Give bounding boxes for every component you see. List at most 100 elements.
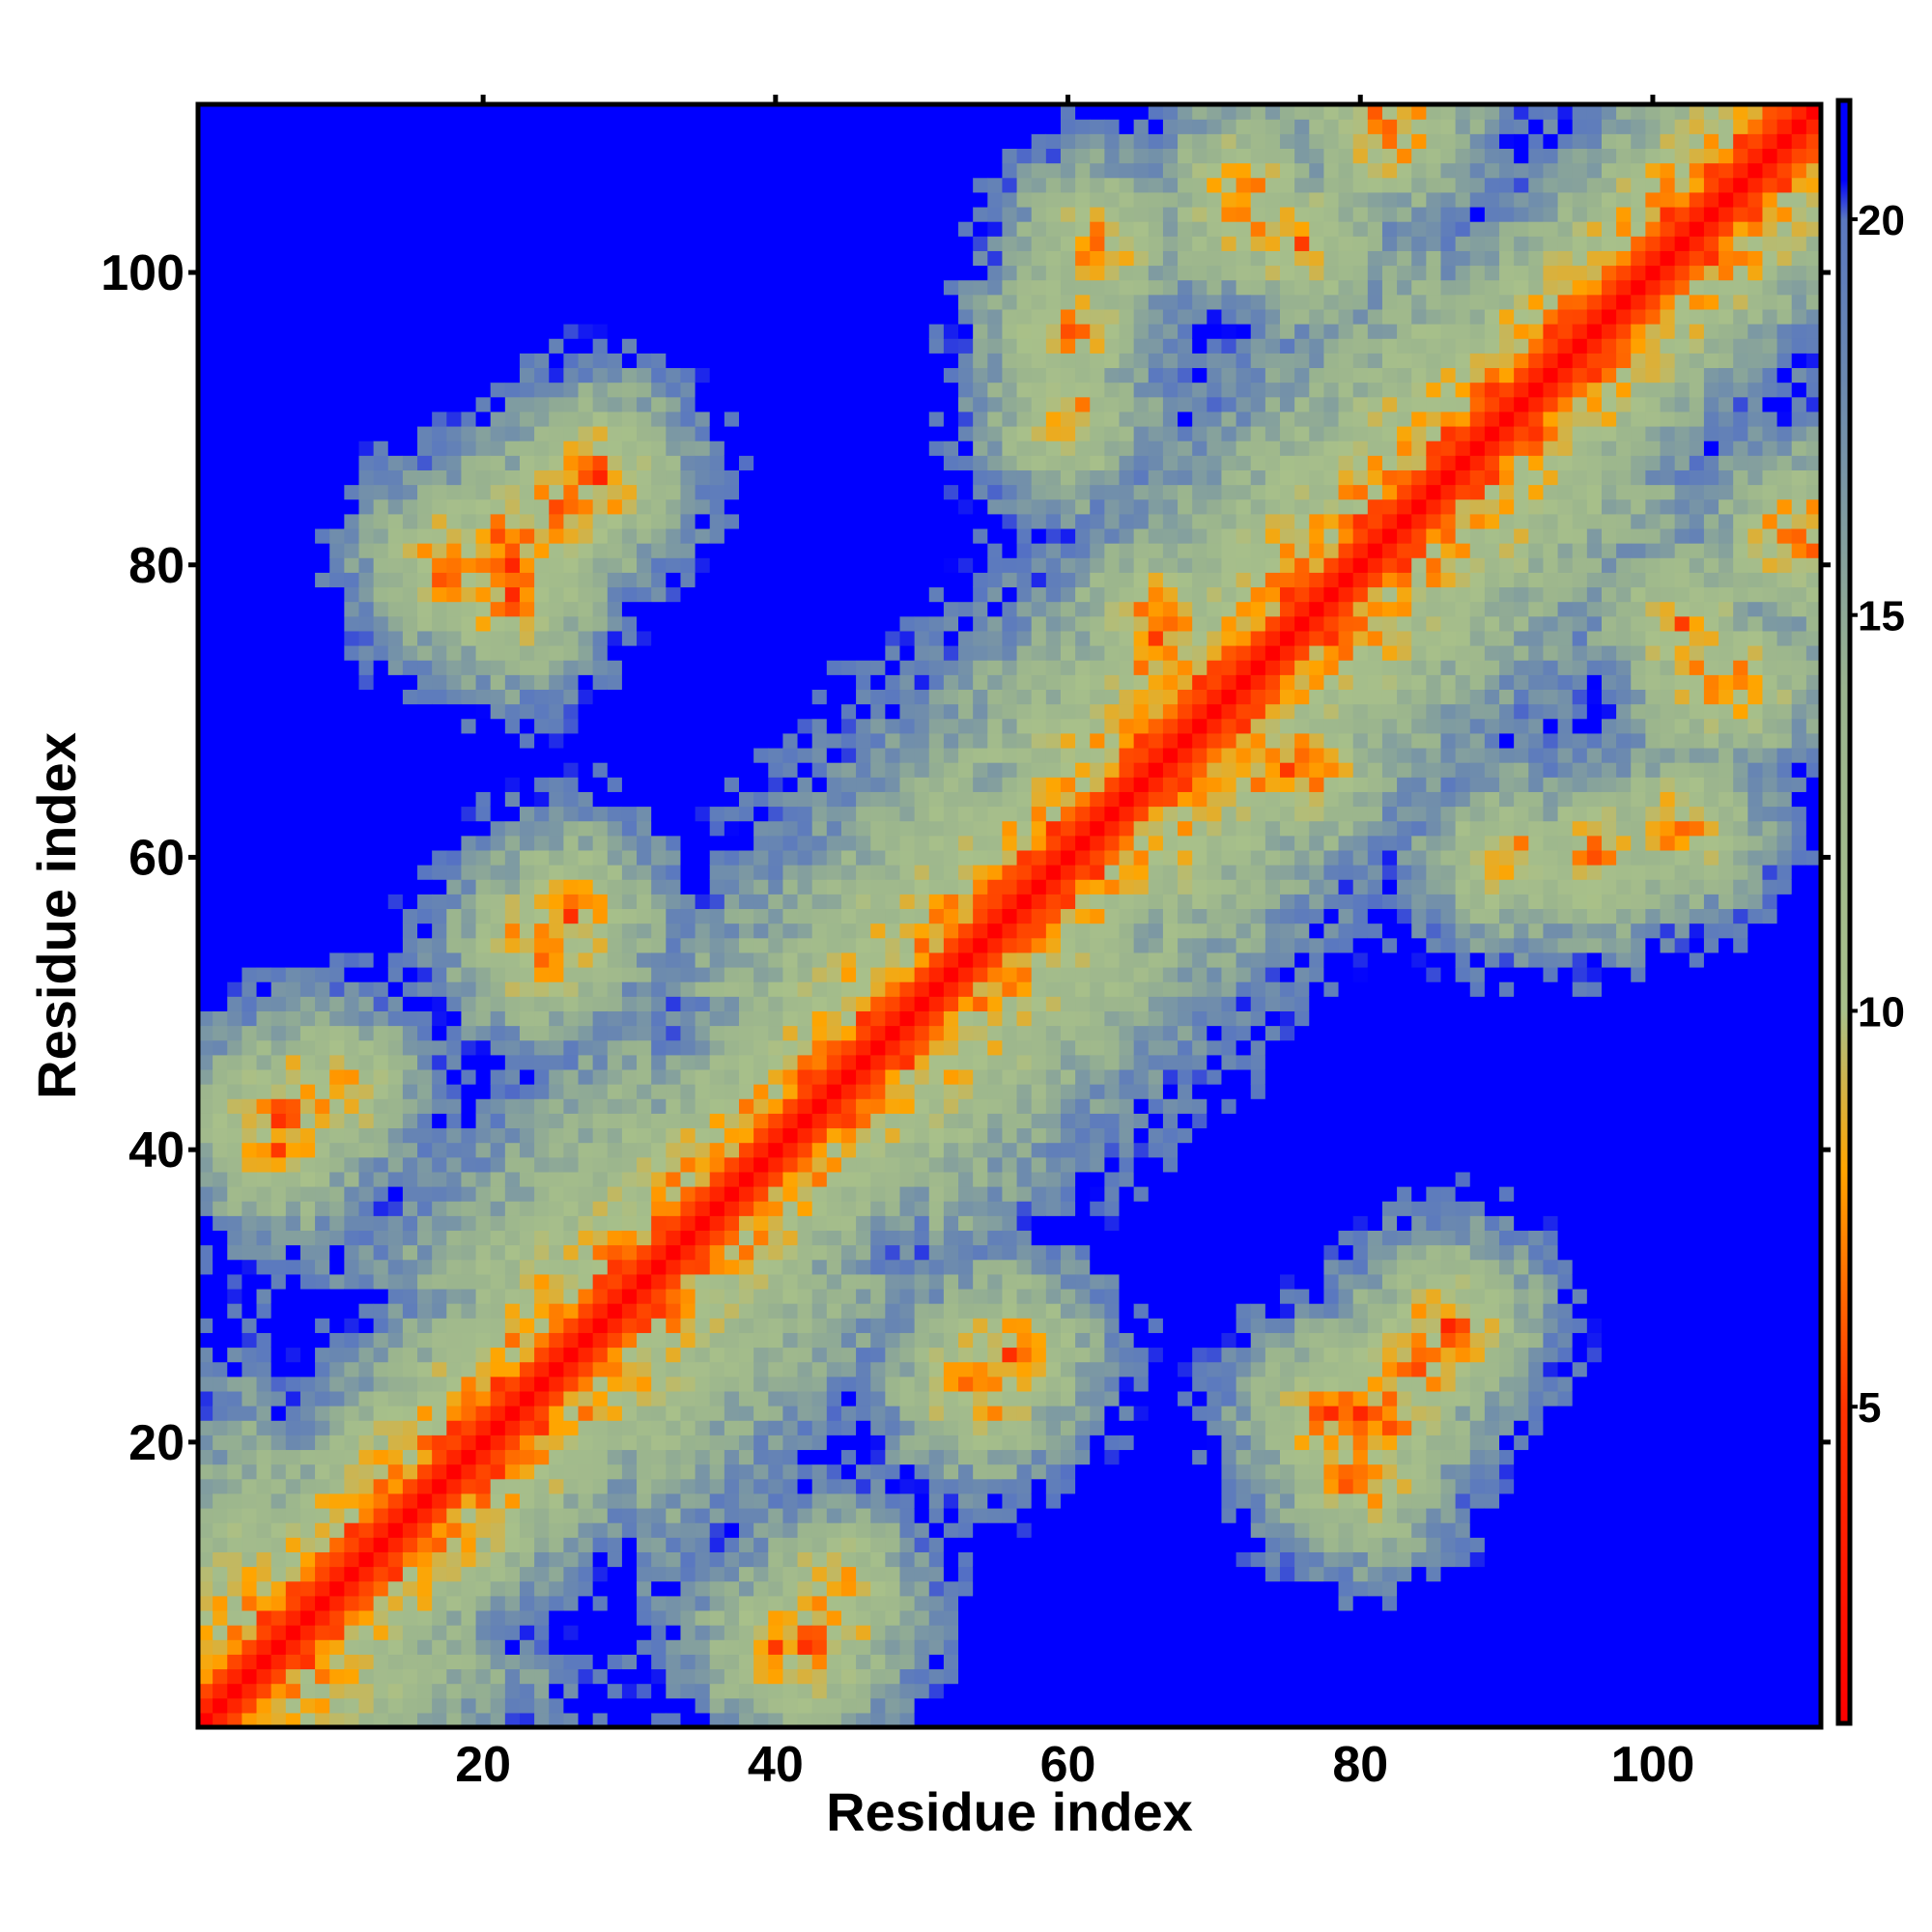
heatmap-cell <box>666 981 682 997</box>
heatmap-cell <box>475 250 492 267</box>
heatmap-cell <box>519 543 535 558</box>
heatmap-cell <box>563 382 580 398</box>
heatmap-cell <box>227 732 243 749</box>
heatmap-cell <box>504 1039 521 1056</box>
heatmap-cell <box>475 1625 492 1640</box>
heatmap-cell <box>695 1332 711 1349</box>
heatmap-cell <box>344 1098 360 1114</box>
heatmap-cell <box>695 1113 711 1129</box>
heatmap-cell <box>446 279 463 296</box>
heatmap-cell <box>446 1142 463 1158</box>
heatmap-cell <box>534 294 550 310</box>
heatmap-cell <box>446 703 463 720</box>
heatmap-cell <box>344 148 360 164</box>
heatmap-cell <box>315 177 330 193</box>
heatmap-cell <box>709 1303 725 1319</box>
heatmap-cell <box>242 411 258 427</box>
heatmap-cell <box>782 1522 799 1538</box>
heatmap-cell <box>285 1113 301 1129</box>
heatmap-cell <box>432 1186 447 1202</box>
heatmap-cell <box>373 1639 389 1655</box>
heatmap-cell <box>607 908 623 924</box>
heatmap-cell <box>709 1406 725 1421</box>
heatmap-cell <box>402 747 418 763</box>
heatmap-cell <box>578 162 594 179</box>
heatmap-cell <box>329 645 345 661</box>
heatmap-cell <box>695 1244 711 1261</box>
heatmap-cell <box>315 191 330 208</box>
heatmap-cell <box>446 1668 463 1685</box>
heatmap-cell <box>227 455 243 470</box>
heatmap-cell <box>680 1156 696 1173</box>
heatmap-cell <box>344 367 360 384</box>
heatmap-cell <box>373 338 389 354</box>
heatmap-cell <box>519 1697 535 1714</box>
heatmap-cell <box>402 411 418 427</box>
heatmap-cell <box>592 1609 609 1626</box>
heatmap-cell <box>504 1171 521 1187</box>
heatmap-cell <box>315 1244 330 1261</box>
heatmap-cell <box>461 572 477 588</box>
heatmap-cell <box>549 1201 564 1216</box>
heatmap-cell <box>198 1463 213 1480</box>
heatmap-cell <box>198 1113 213 1129</box>
heatmap-cell <box>490 601 506 617</box>
heatmap-cell <box>358 177 375 193</box>
heatmap-cell <box>680 396 696 412</box>
heatmap-cell <box>637 630 652 646</box>
heatmap-cell <box>315 981 330 997</box>
heatmap-cell <box>344 1507 360 1523</box>
heatmap-cell <box>709 1039 725 1056</box>
heatmap-cell <box>387 324 404 339</box>
heatmap-cell <box>651 1507 667 1523</box>
heatmap-cell <box>811 1156 828 1173</box>
heatmap-cell <box>344 777 360 792</box>
heatmap-cell <box>563 1435 580 1451</box>
heatmap-cell <box>621 425 638 441</box>
heatmap-cell <box>344 1449 360 1465</box>
heatmap-cell <box>666 601 682 617</box>
heatmap-cell <box>315 1332 330 1349</box>
heatmap-cell <box>782 747 799 763</box>
heatmap-cell <box>826 1084 842 1099</box>
heatmap-cell <box>578 250 594 267</box>
heatmap-cell <box>637 1303 652 1319</box>
heatmap-cell <box>475 1668 492 1685</box>
heatmap-cell <box>607 1668 623 1685</box>
heatmap-cell <box>198 1142 213 1158</box>
heatmap-cell <box>270 732 287 749</box>
heatmap-cell <box>475 1580 492 1597</box>
heatmap-cell <box>782 367 799 384</box>
heatmap-cell <box>666 1068 682 1085</box>
heatmap-cell <box>242 849 258 866</box>
heatmap-cell <box>256 1010 272 1027</box>
heatmap-cell <box>637 1142 652 1158</box>
heatmap-cell <box>227 572 243 588</box>
heatmap-cell <box>797 1712 813 1728</box>
heatmap-cell <box>549 791 564 808</box>
heatmap-cell <box>724 1332 740 1349</box>
heatmap-cell <box>504 1697 521 1714</box>
heatmap-cell <box>329 221 345 237</box>
heatmap-cell <box>504 338 521 354</box>
heatmap-cell <box>549 1639 564 1655</box>
heatmap-cell <box>826 498 842 515</box>
heatmap-cell <box>739 732 754 749</box>
heatmap-cell <box>256 1142 272 1158</box>
heatmap-cell <box>299 689 316 705</box>
heatmap-cell <box>666 1420 682 1435</box>
heatmap-cell <box>519 601 535 617</box>
heatmap-cell <box>504 820 521 837</box>
heatmap-cell <box>329 1435 345 1451</box>
heatmap-cell <box>417 1361 433 1378</box>
heatmap-cell <box>534 162 550 179</box>
heatmap-cell <box>695 689 711 705</box>
heatmap-cell <box>563 791 580 808</box>
heatmap-cell <box>213 1390 228 1406</box>
heatmap-cell <box>637 1156 652 1173</box>
heatmap-cell <box>782 1171 799 1187</box>
heatmap-cell <box>724 894 740 910</box>
heatmap-cell <box>299 206 316 222</box>
heatmap-cell <box>549 1084 564 1099</box>
heatmap-cell <box>534 1259 550 1275</box>
